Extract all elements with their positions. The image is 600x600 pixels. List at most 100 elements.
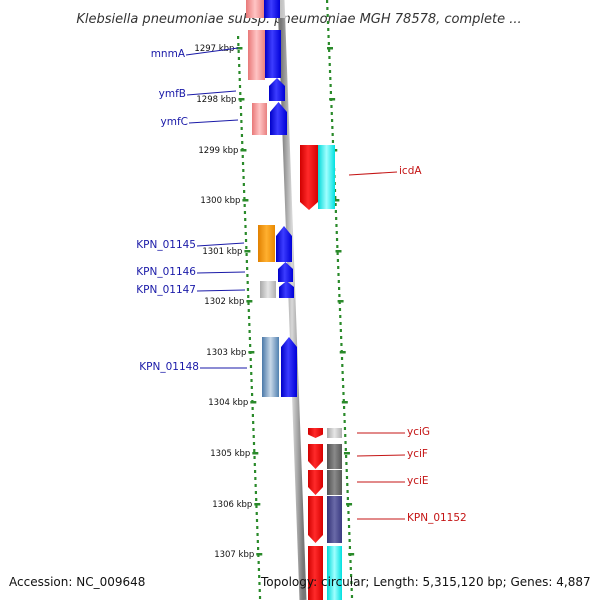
gene-feature-bottom[interactable] [327, 546, 342, 600]
gene-label-yciG[interactable]: yciG [407, 426, 430, 438]
track-dot [237, 36, 240, 39]
track-dot [248, 330, 251, 333]
track-dot [248, 337, 251, 340]
gene-feature-yciG[interactable] [327, 428, 342, 438]
gene-label-icdA[interactable]: icdA [399, 165, 422, 177]
gene-label-KPN_01148[interactable]: KPN_01148 [139, 361, 199, 373]
cds-feature-yciF[interactable] [308, 444, 323, 469]
track-dot [241, 162, 245, 165]
gene-label-yciF[interactable]: yciF [407, 448, 428, 460]
track-dot [245, 246, 248, 249]
track-dot [327, 35, 330, 38]
track-dot [244, 239, 248, 242]
track-dot [341, 364, 344, 367]
gene-label-KPN_01147[interactable]: KPN_01147 [136, 284, 196, 296]
track-dot [240, 134, 244, 137]
track-dot [255, 519, 259, 522]
cds-feature-KPN_01148[interactable] [281, 337, 297, 397]
gene-feature-icdA[interactable] [318, 145, 335, 209]
tick-label: 1304 kbp [208, 398, 248, 408]
gene-labels: mnmA ymfB ymfC KPN_01145 KPN_01146 KPN_01147 K… [136, 47, 467, 524]
gene-label-KPN_01146[interactable]: KPN_01146 [136, 266, 196, 278]
gene-label-yciE[interactable]: yciE [407, 475, 429, 487]
cds-feature-ymfB[interactable] [269, 78, 285, 101]
track-dot [342, 385, 345, 388]
cds-feature-icdA[interactable] [300, 145, 318, 210]
track-dot [257, 568, 261, 571]
track-dot [335, 224, 338, 227]
track-dot [240, 127, 243, 130]
track-dot [247, 309, 250, 312]
gene-feature-top-faded-cds[interactable] [264, 0, 280, 18]
accession-text: Accession: NC_009648 [9, 575, 146, 589]
track-dot [337, 280, 340, 283]
track-dot [347, 511, 350, 514]
track-dot [244, 232, 247, 235]
track-dot [246, 267, 249, 270]
track-dot [253, 449, 256, 452]
cds-feature-yciG[interactable] [308, 428, 323, 438]
gene-label-ymfB[interactable]: ymfB [159, 88, 186, 100]
tick-label: 1305 kbp [210, 449, 250, 459]
gene-feature-KPN_01145[interactable] [258, 225, 275, 262]
track-dot [257, 547, 260, 550]
track-dot [250, 393, 254, 396]
track-dot [255, 512, 258, 515]
label-connector [186, 90, 237, 96]
label-connector [196, 242, 245, 247]
tick-label: 1301 kbp [202, 247, 242, 257]
cds-feature-KPN_01145[interactable] [276, 226, 292, 262]
track-dot [341, 378, 345, 381]
dotted-track-lines [237, 0, 354, 599]
gene-feature-ymfC[interactable] [252, 103, 267, 135]
cds-feature-KPN_01152[interactable] [308, 496, 323, 543]
track-dot [341, 371, 344, 374]
track-dot [250, 372, 253, 375]
tick-mark-right [341, 401, 348, 404]
track-dot [258, 575, 261, 578]
tick-label: 1303 kbp [206, 348, 246, 358]
track-dot [328, 63, 331, 66]
gene-feature-KPN_01148[interactable] [262, 337, 279, 397]
tick-mark-left [246, 300, 253, 303]
tick-mark-right [333, 199, 340, 202]
gene-feature-top-faded[interactable] [246, 0, 264, 18]
gene-feature-yciE[interactable] [327, 470, 342, 495]
track-dot [249, 344, 252, 347]
gene-label-ymfC[interactable]: ymfC [161, 116, 188, 128]
track-dot [242, 169, 245, 172]
track-dot [241, 141, 244, 144]
cds-feature-mnmA[interactable] [265, 30, 281, 78]
cds-feature-bottom[interactable] [308, 546, 323, 600]
track-dot [331, 126, 334, 129]
track-dot [342, 392, 345, 395]
track-dot [243, 211, 247, 214]
track-dot [345, 455, 348, 458]
tick-mark-right [346, 503, 353, 506]
track-dot [326, 21, 330, 24]
gene-label-KPN_01152[interactable]: KPN_01152 [407, 512, 467, 524]
track-dot [242, 183, 245, 186]
cds-feature-ymfC[interactable] [270, 102, 287, 135]
gene-label-KPN_01145[interactable]: KPN_01145 [136, 239, 196, 251]
track-dot [242, 176, 245, 179]
gene-label-mnmA[interactable]: mnmA [151, 48, 186, 60]
track-dot [246, 274, 249, 277]
track-dot [249, 358, 252, 361]
track-dot [338, 294, 341, 297]
gene-feature-KPN_01152[interactable] [327, 496, 342, 543]
gene-feature-mnmA[interactable] [248, 30, 265, 80]
track-dot [337, 287, 341, 290]
label-connector [196, 289, 246, 292]
gene-feature-yciF[interactable] [327, 444, 342, 469]
track-dot [241, 155, 244, 158]
cds-feature-yciE[interactable] [308, 470, 323, 495]
gene-feature-KPN_01147[interactable] [260, 281, 276, 298]
cds-feature-KPN_01147[interactable] [279, 281, 294, 298]
gene-features[interactable] [246, 0, 342, 600]
track-dot [258, 582, 261, 585]
track-dot [335, 231, 338, 234]
track-dot [256, 540, 259, 543]
cds-feature-KPN_01146[interactable] [278, 262, 293, 282]
